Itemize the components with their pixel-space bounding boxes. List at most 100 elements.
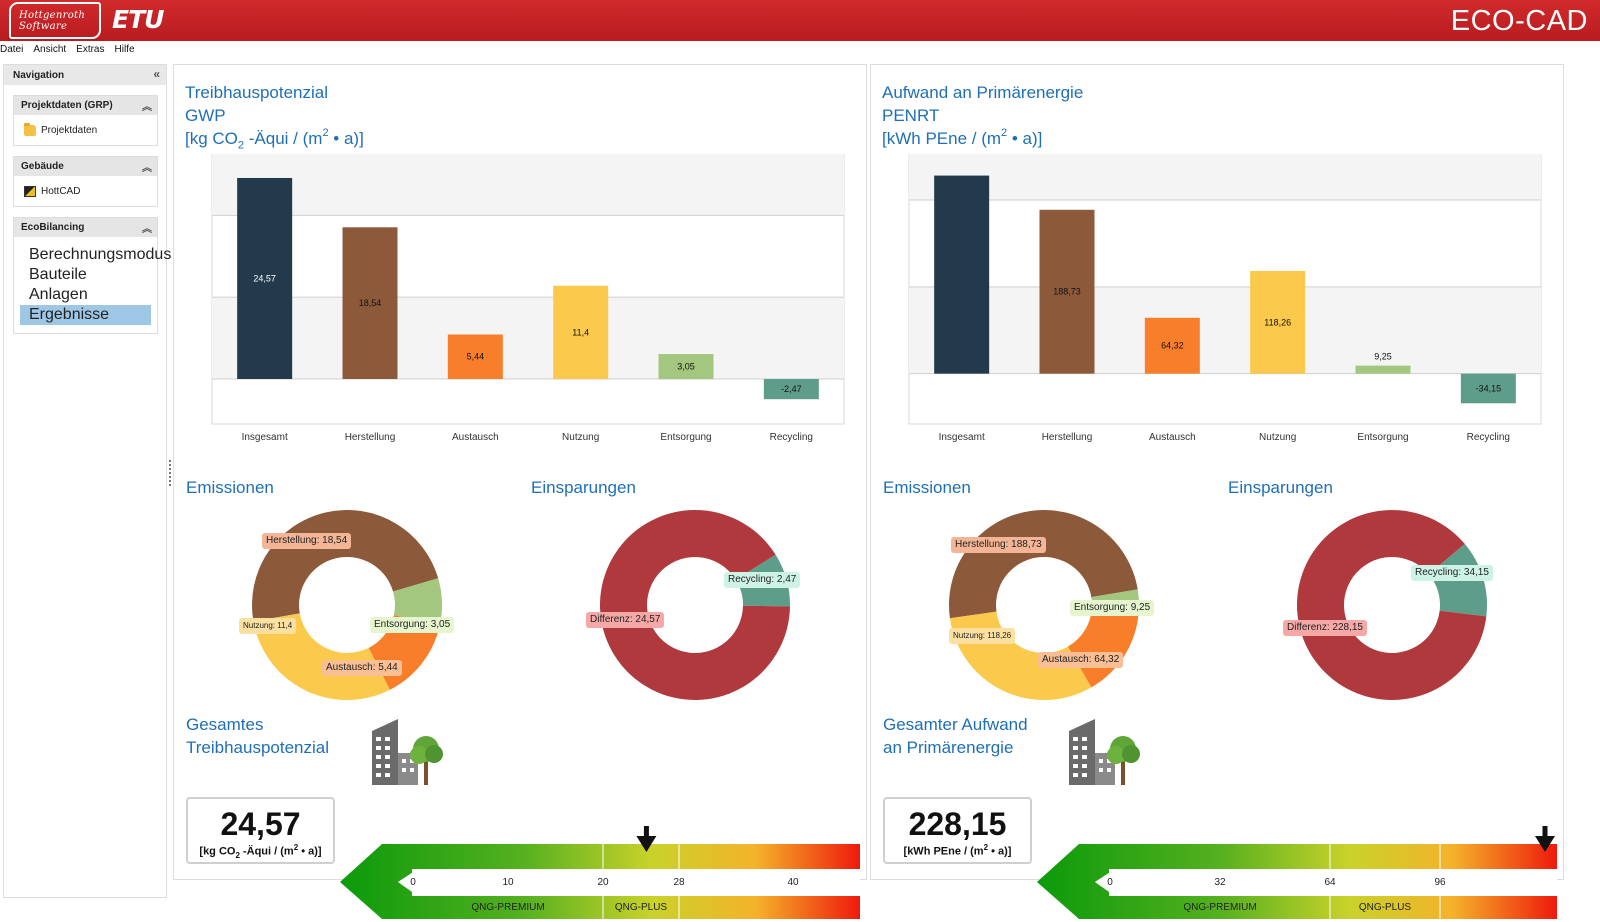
hottgenroth-logo: Hottgenroth Software [9,2,101,39]
sidebar-item-bauteile[interactable]: Bauteile [20,265,151,285]
bar-value-label: -2,47 [781,384,802,394]
unit-part: -Äqui / (m [244,129,323,148]
scale-tick-label: 10 [502,877,514,888]
bar-value-label: 64,32 [1161,341,1184,351]
scale-middle [1109,869,1557,896]
gwp-emissions-title: Emissionen [186,478,274,497]
sidebar-item-hottcad[interactable]: HottCAD [24,184,157,198]
gwp-title-line2: GWP [185,106,226,125]
penrt-total-box: 228,15 [kWh PEne / (m2 • a)] [883,797,1032,864]
scale-tick-label: 0 [1107,877,1113,888]
chevron-up-icon[interactable]: ︽ [142,224,152,235]
menu-hilfe[interactable]: Hilfe [114,44,135,55]
grid-band [909,286,1541,374]
bar-value-label: 118,26 [1264,317,1291,327]
sidebar-item-anlagen[interactable]: Anlagen [20,285,151,305]
penrt-tag-entsorgung: Entsorgung: 9,25 [1070,600,1155,616]
unit-sup: 2 [322,127,329,139]
penrt-bar-chart-svg: 0100200Insgesamt188,73Herstellung64,32Au… [908,154,1542,443]
scale-middle [412,869,860,896]
logo-text-line1: Hottgenroth [19,10,86,21]
bar-value-label: -34,15 [1476,383,1502,393]
collapse-sidebar-icon[interactable]: « [153,67,160,81]
penrt-panel: Aufwand an Primärenergie PENRT [kWh PEne… [870,64,1564,919]
arrow-head [1535,836,1555,852]
penrt-qng-scale-svg: 0 32 64 96 QNG-PREMIUM QNG-PLUS [1037,826,1557,919]
chevron-up-icon[interactable]: ︽ [142,102,152,113]
gwp-tag-differenz: Differenz: 24,57 [586,612,665,628]
bar-herstellung [342,227,398,379]
gwp-total-value: 24,57 [220,806,301,842]
x-tick-label: Recycling [1467,432,1510,443]
scale-middle-tip [1095,869,1115,896]
penrt-total-unit: [kWh PEne / (m2 • a)] [885,843,1030,858]
sidebar-item-label: Projektdaten [41,124,98,136]
splitter-handle[interactable] [169,460,171,486]
unit-part: • a)] [1007,129,1043,148]
penrt-title: Aufwand an Primärenergie PENRT [kWh PEne… [882,81,1083,150]
x-tick-label: Austausch [452,432,499,443]
x-tick-label: Herstellung [1042,432,1093,443]
x-tick-label: Entsorgung [1357,432,1408,443]
scale-tick-label: 28 [673,877,685,888]
gwp-savings-title: Einsparungen [531,478,636,497]
title-bar: Hottgenroth Software ETU ECO-CAD [0,0,1600,41]
scale-class-label: QNG-PLUS [615,902,668,913]
hottcad-icon [24,185,36,197]
unit-part: • a)] [328,129,364,148]
sidebar-item-berechnungsmodus[interactable]: Berechnungsmodus [20,245,171,265]
menu-bar: Datei Ansicht Extras Hilfe [0,41,1600,58]
unit-sup: 2 [293,843,299,852]
penrt-total-title-line1: Gesamter Aufwand [883,715,1028,734]
sidebar-item-label: Bauteile [29,266,87,283]
gwp-total-box: 24,57 [kg CO2 -Äqui / (m2 • a)] [186,797,335,864]
grid-band [212,154,844,216]
sidebar-item-label: Ergebnisse [29,306,110,323]
gwp-qng-scale-svg: 0 10 20 28 40 QNG-PREMIUM QNG-PLUS [340,826,860,919]
bar-value-label: 3,05 [677,362,695,372]
unit-sup: 2 [1001,127,1008,139]
gwp-savings-donut [600,509,790,700]
gwp-total-title-line2: Treibhauspotenzial [186,738,330,757]
sidebar-item-projektdaten[interactable]: Projektdaten [24,122,157,137]
bar-value-label: 18,54 [359,298,382,308]
unit-part: [kg CO [185,129,238,148]
gwp-tag-entsorgung: Entsorgung: 3,05 [370,617,455,633]
unit-part: [kWh PEne / (m [903,845,984,858]
group-title: Projektdaten (GRP) [21,100,113,111]
scale-middle-tip [398,869,418,896]
gwp-qng-scale: 0 10 20 28 40 QNG-PREMIUM QNG-PLUS [340,823,860,922]
bar-entsorgung [658,354,714,379]
chevron-up-icon[interactable]: ︽ [142,163,152,174]
grid-band [212,297,844,379]
group-header-ecobilancing[interactable]: EcoBilancing ︽ [14,218,157,237]
scale-tick-label: 96 [1434,877,1446,888]
unit-sub: 2 [237,139,245,152]
scale-tick-label: 40 [787,877,799,888]
menu-datei[interactable]: Datei [0,44,24,55]
bar-value-label: 24,57 [253,273,276,283]
penrt-qng-scale: 0 32 64 96 QNG-PREMIUM QNG-PLUS [1037,823,1557,922]
penrt-savings-title: Einsparungen [1228,478,1333,497]
scale-tick-label: 20 [597,877,609,888]
gwp-title: Treibhauspotenzial GWP [kg CO2 -Äqui / (… [185,81,364,157]
menu-extras[interactable]: Extras [76,44,105,55]
group-header-projektdaten[interactable]: Projektdaten (GRP) ︽ [14,96,157,115]
bar-recycling [763,379,819,400]
group-header-gebaeude[interactable]: Gebäude ︽ [14,157,157,176]
menu-ansicht[interactable]: Ansicht [33,44,67,55]
sidebar-item-ergebnisse[interactable]: Ergebnisse [20,305,151,325]
scale-tick-label: 64 [1324,877,1336,888]
sidebar-item-label: HottCAD [41,185,81,197]
building-tree-icon [1069,719,1140,785]
gwp-bar-chart: 0102024,57Insgesamt18,54Herstellung5,44A… [207,154,857,454]
gwp-panel: Treibhauspotenzial GWP [kg CO2 -Äqui / (… [173,64,867,919]
x-tick-label: Austausch [1149,432,1196,443]
arrow-shaft [643,826,649,838]
gwp-bar-chart-svg: 0102024,57Insgesamt18,54Herstellung5,44A… [211,154,845,443]
folder-icon [24,122,36,136]
gwp-total-title-line1: Gesamtes [186,715,264,734]
gwp-total-title: Gesamtes Treibhauspotenzial [186,713,329,759]
penrt-tag-differenz: Differenz: 228,15 [1283,620,1367,636]
x-tick-label: Recycling [770,432,813,443]
